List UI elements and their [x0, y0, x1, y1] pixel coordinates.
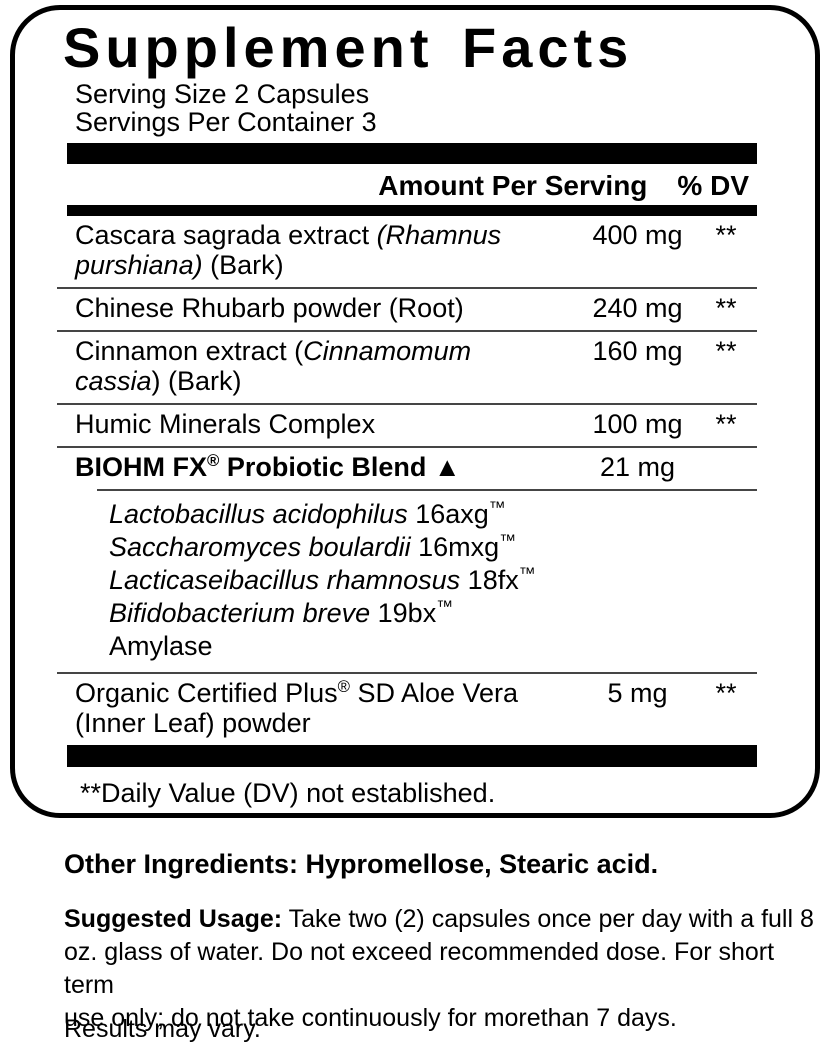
divider-bar-under-header — [67, 205, 757, 216]
divider-bar-bottom — [67, 745, 757, 767]
ingredient-row: Organic Certified Plus® SD Aloe Vera (Inn… — [57, 672, 757, 745]
ingredient-dv: ** — [715, 409, 737, 439]
servings-per-container: Servings Per Container 3 — [75, 107, 377, 137]
blend-sub-ingredient: Lacticaseibacillus rhamnosus 18fx™ — [109, 564, 536, 595]
ingredient-dv: ** — [715, 678, 737, 708]
ingredient-name: Cascara sagrada extract (Rhamnus purshian… — [75, 220, 502, 280]
ingredient-dv: ** — [715, 336, 737, 366]
other-ingredients-label: Other Ingredients: — [64, 849, 299, 879]
ingredient-row: BIOHM FX® Probiotic Blend ▲ 21 mg — [57, 446, 757, 489]
ingredient-rows: Cascara sagrada extract (Rhamnus purshian… — [57, 216, 757, 745]
ingredient-amount: 160 mg — [592, 336, 683, 366]
dv-footnote: **Daily Value (DV) not established. — [80, 778, 496, 808]
results-note: Results may vary. — [64, 1015, 261, 1043]
ingredient-amount: 21 mg — [599, 452, 676, 482]
ingredient-row: Chinese Rhubarb powder (Root) 240 mg ** — [57, 287, 757, 330]
ingredient-name: Chinese Rhubarb powder (Root) — [75, 293, 464, 323]
ingredient-dv: ** — [715, 293, 737, 323]
divider-bar-top — [67, 143, 757, 164]
ingredient-name: Cinnamon extract (Cinnamomum cassia) (Bar… — [75, 336, 472, 396]
amount-per-serving-header: Amount Per Serving — [378, 170, 648, 201]
percent-dv-header: % DV — [677, 170, 749, 201]
blend-sub-ingredient: Bifidobacterium breve 19bx™ — [109, 597, 453, 628]
ingredient-row: Humic Minerals Complex 100 mg ** — [57, 403, 757, 446]
ingredient-name: Organic Certified Plus® SD Aloe Vera (Inn… — [75, 677, 519, 738]
panel-title: Supplement Facts — [63, 16, 634, 79]
ingredient-dv: ** — [715, 220, 737, 250]
other-ingredients: Other Ingredients: Hypromellose, Stearic… — [64, 849, 658, 880]
ingredient-name: BIOHM FX® Probiotic Blend ▲ — [75, 451, 461, 482]
ingredient-amount: 100 mg — [592, 409, 683, 439]
table-header: Amount Per Serving % DV — [57, 164, 757, 205]
other-ingredients-text: Hypromellose, Stearic acid. — [298, 849, 659, 879]
ingredient-name: Humic Minerals Complex — [75, 409, 376, 439]
ingredient-row: Cinnamon extract (Cinnamomum cassia) (Bar… — [57, 330, 757, 403]
serving-size: Serving Size 2 Capsules — [75, 79, 370, 109]
ingredient-amount: 240 mg — [592, 293, 683, 323]
blend-sub-ingredient: Amylase — [109, 631, 213, 661]
ingredient-row: Cascara sagrada extract (Rhamnus purshian… — [57, 216, 757, 287]
ingredient-amount: 5 mg — [607, 678, 668, 708]
blend-sub-ingredient: Saccharomyces boulardii 16mxg™ — [109, 531, 516, 562]
supplement-facts-panel: Supplement Facts Serving Size 2 Capsules… — [10, 5, 820, 818]
blend-sub-ingredients: Lactobacillus acidophilus 16axg™ Saccharo… — [97, 489, 757, 672]
blend-sub-ingredient: Lactobacillus acidophilus 16axg™ — [109, 498, 506, 529]
suggested-usage-label: Suggested Usage: — [64, 905, 283, 933]
ingredient-amount: 400 mg — [592, 220, 683, 250]
